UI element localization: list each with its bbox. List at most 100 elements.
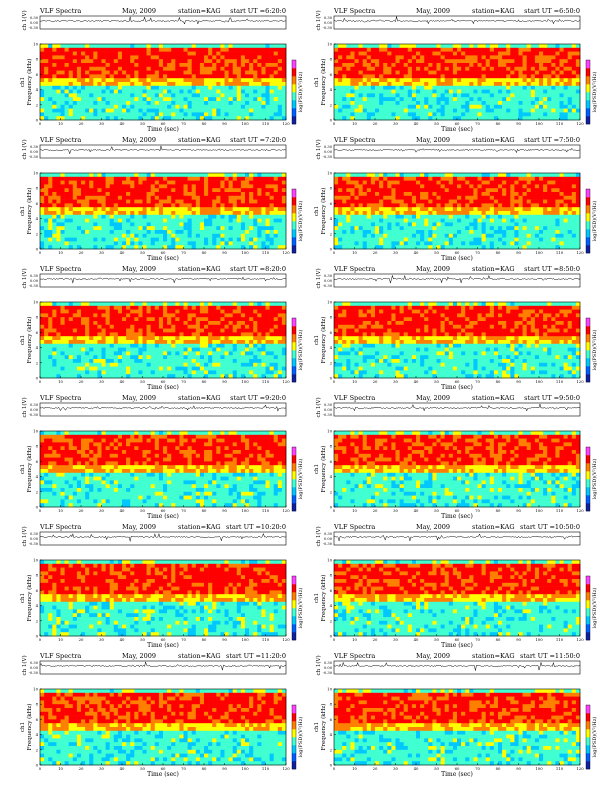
- spectrogram-cell: [184, 245, 188, 249]
- spectrogram-cell: [143, 181, 147, 185]
- spectrogram-cell: [249, 55, 253, 59]
- spectrogram-cell: [560, 200, 564, 204]
- spectrogram-cell: [547, 109, 551, 113]
- spectrogram-cell: [363, 48, 367, 52]
- spectrogram-cell: [510, 44, 514, 48]
- spectrogram-cell: [155, 93, 159, 97]
- spectrogram-cell: [204, 74, 208, 78]
- spectrogram-cell: [383, 222, 387, 226]
- spectrogram-cell: [572, 181, 576, 185]
- spectrogram-cell: [379, 82, 383, 86]
- spectrogram-cell: [130, 177, 134, 181]
- spectrogram-cell: [547, 173, 551, 177]
- spectrogram-cell: [266, 173, 270, 177]
- spectrogram-cell: [171, 59, 175, 63]
- spectrogram-cell: [151, 82, 155, 86]
- spectrogram-cell: [391, 211, 395, 215]
- spectrogram-cell: [514, 184, 518, 188]
- spectrogram-cell: [196, 203, 200, 207]
- colorbar-swatch: [292, 100, 296, 108]
- spectrogram-ytick-label: 8: [330, 57, 333, 62]
- spectrogram-cell: [391, 207, 395, 211]
- colorbar-swatch: [586, 68, 590, 76]
- spectrogram-cell: [192, 192, 196, 196]
- spectrogram-cell: [245, 222, 249, 226]
- spectrogram-cell: [490, 196, 494, 200]
- spectrogram-cell: [494, 211, 498, 215]
- spectrogram-cell: [73, 55, 77, 59]
- spectrogram-cell: [424, 93, 428, 97]
- spectrogram-cell: [216, 181, 220, 185]
- timeseries-tick-label: -0.30: [29, 26, 39, 30]
- spectrogram-cell: [363, 59, 367, 63]
- spectrogram-cell: [527, 196, 531, 200]
- spectrogram-cell: [469, 238, 473, 242]
- spectrogram-cell: [551, 44, 555, 48]
- spectrogram-cell: [547, 238, 551, 242]
- spectrogram-cell: [449, 200, 453, 204]
- spectrogram-cell: [363, 211, 367, 215]
- spectrogram-cell: [371, 226, 375, 230]
- colorbar-swatch: [292, 189, 296, 197]
- spectrogram-cell: [478, 245, 482, 249]
- spectrogram-cell: [192, 184, 196, 188]
- spectrogram-cell: [387, 71, 391, 75]
- spectrogram-cell: [416, 238, 420, 242]
- spectrogram-cell: [359, 173, 363, 177]
- spectrogram-cell: [126, 219, 130, 223]
- spectrogram-cell: [196, 67, 200, 71]
- spectrogram-xtick-label: 100: [241, 250, 249, 255]
- spectrogram-cell: [175, 181, 179, 185]
- spectrogram-cell: [420, 177, 424, 181]
- spectrogram-cell: [391, 200, 395, 204]
- spectrogram-cell: [420, 196, 424, 200]
- spectrogram-cell: [519, 109, 523, 113]
- timeseries-tick-label: -0.30: [323, 26, 333, 30]
- spectrogram-cell: [428, 63, 432, 67]
- spectrogram-cell: [514, 241, 518, 245]
- spectrogram-cell: [527, 71, 531, 75]
- spectrogram-cell: [151, 196, 155, 200]
- spectrogram-xtick-label: 40: [120, 121, 125, 126]
- spectrogram-cell: [428, 93, 432, 97]
- spectrogram-cell: [261, 112, 265, 116]
- spectrogram-cell: [420, 230, 424, 234]
- spectrogram-cell: [494, 234, 498, 238]
- spectrogram-cell: [278, 173, 282, 177]
- spectrogram-cell: [555, 116, 559, 120]
- spectrogram-cell: [261, 196, 265, 200]
- spectrogram-cell: [441, 97, 445, 101]
- spectrogram-cell: [106, 211, 110, 215]
- spectrogram-cell: [502, 97, 506, 101]
- spectrogram-cell: [126, 48, 130, 52]
- spectrogram-cell: [350, 71, 354, 75]
- spectrogram-xtick-label: 50: [434, 121, 439, 126]
- spectrogram-cell: [44, 234, 48, 238]
- spectrogram-cell: [130, 44, 134, 48]
- spectrogram-cell: [478, 67, 482, 71]
- spectrogram-cell: [274, 222, 278, 226]
- spectrogram-cell: [461, 105, 465, 109]
- spectrogram-cell: [282, 67, 286, 71]
- spectrogram-cell: [453, 238, 457, 242]
- spectrogram-cell: [514, 177, 518, 181]
- spectrogram-cell: [122, 207, 126, 211]
- spectrogram-cell: [568, 222, 572, 226]
- spectrogram-cell: [249, 215, 253, 219]
- spectrogram-cell: [266, 215, 270, 219]
- spectrogram-cell: [424, 63, 428, 67]
- spectrogram-cell: [163, 184, 167, 188]
- spectrogram-cell: [371, 109, 375, 113]
- spectrogram-cell: [350, 203, 354, 207]
- spectrogram-cell: [249, 67, 253, 71]
- spectrogram-cell: [196, 52, 200, 56]
- spectrogram-cell: [143, 211, 147, 215]
- spectrogram-cell: [523, 215, 527, 219]
- spectrogram-cell: [482, 78, 486, 82]
- spectrogram-cell: [138, 219, 142, 223]
- spectrogram-cell: [408, 192, 412, 196]
- spectrogram-cell: [237, 196, 241, 200]
- spectrogram-cell: [486, 90, 490, 94]
- spectrogram-cell: [85, 116, 89, 120]
- spectrogram-cell: [482, 188, 486, 192]
